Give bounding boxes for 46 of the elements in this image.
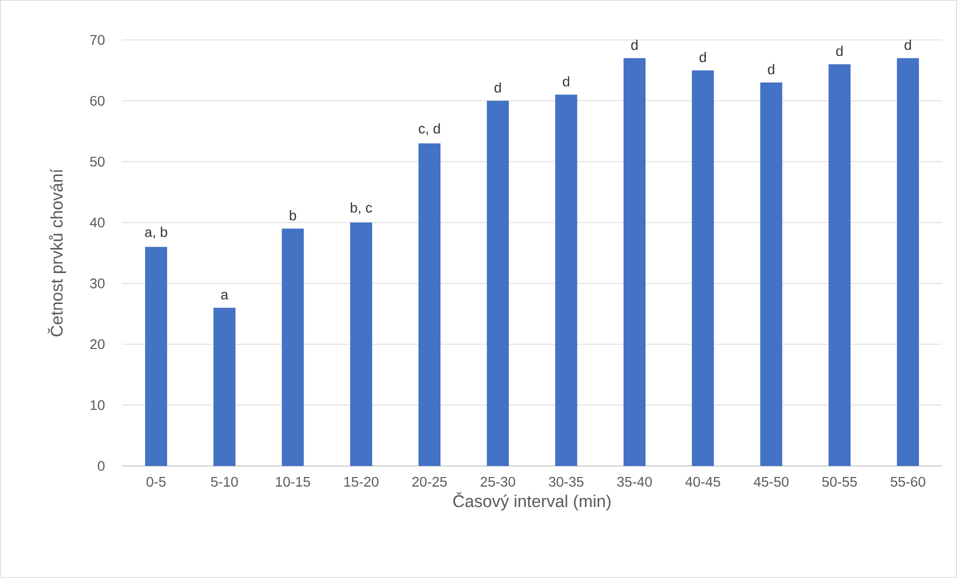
x-tick-label: 20-25 bbox=[412, 476, 447, 487]
x-tick-label: 0-5 bbox=[146, 476, 166, 487]
y-tick-label: 50 bbox=[90, 156, 105, 167]
bar bbox=[692, 70, 714, 466]
annotation: a, b bbox=[145, 226, 168, 239]
y-tick-label: 0 bbox=[98, 461, 105, 471]
y-axis-title: Četnost prvků chování bbox=[48, 168, 66, 336]
y-tick-label: 20 bbox=[90, 339, 105, 350]
annotation: d bbox=[494, 82, 501, 93]
x-tick-label: 5-10 bbox=[211, 476, 238, 487]
y-tick-label: 30 bbox=[90, 278, 105, 288]
annotation: d bbox=[562, 76, 570, 87]
annotation: a bbox=[221, 292, 228, 300]
x-tick-label: 25-30 bbox=[480, 476, 516, 487]
annotation: d bbox=[768, 64, 774, 74]
bar bbox=[828, 64, 851, 466]
annotation: b, c bbox=[350, 202, 372, 214]
y-tick-label: 10 bbox=[90, 400, 105, 410]
x-tick-label: 30-35 bbox=[548, 476, 584, 487]
bar bbox=[282, 228, 304, 466]
bar bbox=[145, 246, 168, 466]
x-tick-label: 50-55 bbox=[822, 476, 857, 487]
bar bbox=[624, 58, 646, 466]
x-axis-title: Časový interval (min) bbox=[453, 492, 610, 511]
x-tick-label: 15-20 bbox=[344, 476, 378, 487]
annotation: d bbox=[700, 52, 706, 62]
bar bbox=[350, 222, 372, 466]
bar bbox=[555, 94, 578, 466]
bar bbox=[896, 58, 919, 466]
x-tick-label: 55-60 bbox=[890, 476, 926, 487]
annotation: d bbox=[631, 40, 638, 50]
annotation: d bbox=[904, 40, 911, 50]
annotation: b bbox=[290, 210, 296, 220]
bar bbox=[486, 100, 509, 466]
y-tick-label: 40 bbox=[90, 218, 105, 228]
x-tick-label: 10-15 bbox=[276, 476, 310, 487]
y-tick-label: 60 bbox=[90, 96, 105, 106]
bar bbox=[213, 308, 236, 466]
y-tick-label: 70 bbox=[90, 35, 105, 45]
x-tick-label: 35-40 bbox=[617, 476, 652, 487]
annotation: c, d bbox=[418, 123, 440, 136]
bar bbox=[418, 143, 440, 466]
annotation: d bbox=[836, 46, 843, 56]
x-tick-label: 45-50 bbox=[754, 476, 789, 487]
bar bbox=[760, 82, 782, 466]
x-tick-label: 40-45 bbox=[685, 476, 720, 487]
